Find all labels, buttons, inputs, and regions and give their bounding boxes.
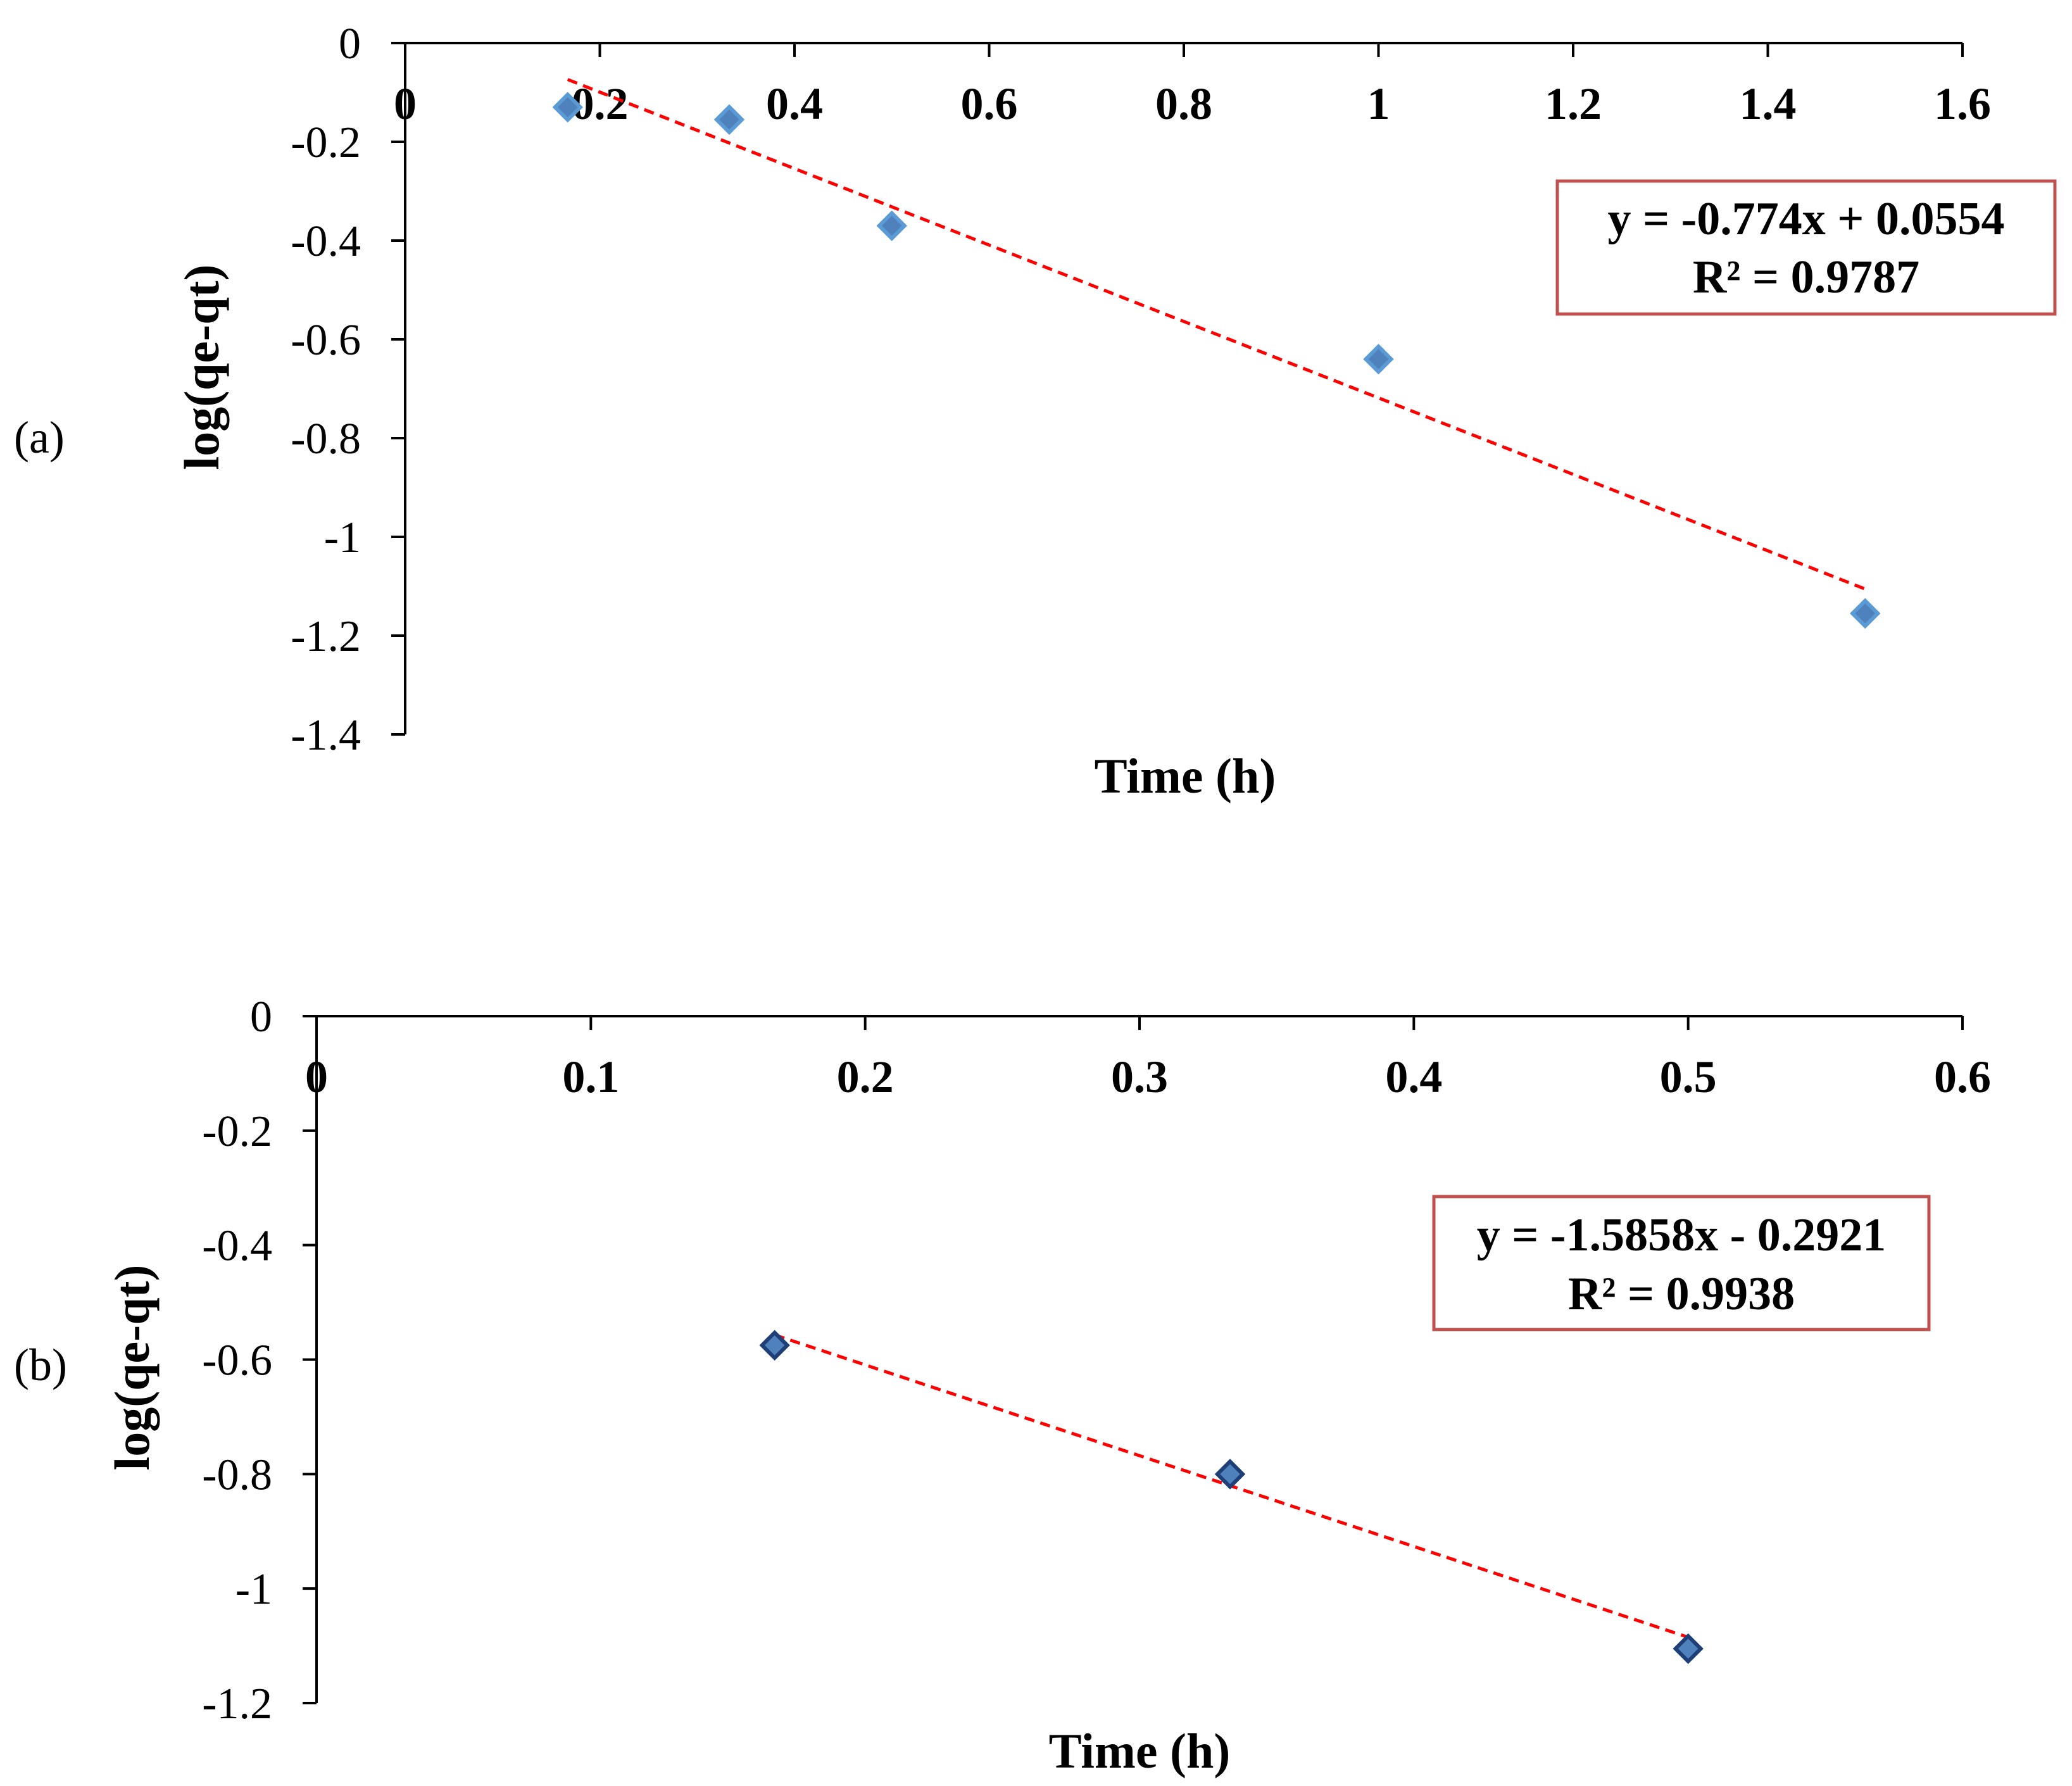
x-tick-label-a: 0.4	[766, 79, 823, 129]
y-tick-label-b: -0.2	[202, 1107, 272, 1156]
data-point-a	[1850, 598, 1881, 629]
x-tick-label-b: 0.3	[1111, 1052, 1168, 1102]
x-axis-title-b: Time (h)	[1049, 1723, 1231, 1778]
equation-box-frame-b	[1432, 1195, 1931, 1331]
x-axis-title-a: Time (h)	[1095, 748, 1276, 803]
x-tick-label-a: 0.2	[572, 79, 629, 129]
trendline-a	[567, 78, 1866, 591]
x-tick-label-a: 1	[1367, 79, 1390, 129]
y-tick-label-a: 0	[339, 20, 361, 68]
data-points-a	[552, 92, 1881, 629]
y-ticks-b: 0 -0.2 -0.4 -0.6 -0.8 -1 -1.2	[202, 993, 317, 1728]
y-tick-label-b: -0.6	[202, 1336, 272, 1385]
chart-a: (a) log(qe-qt) Time (h) 0 0.2 0.4 0.6 0.8 1 1.…	[14, 20, 2057, 803]
x-tick-label-b: 0.5	[1660, 1052, 1717, 1102]
y-tick-label-b: -1	[235, 1565, 272, 1614]
y-tick-label-b: -0.8	[202, 1450, 272, 1499]
x-tick-label-b: 0.2	[837, 1052, 894, 1102]
x-tick-label-b: 0.6	[1934, 1052, 1991, 1102]
data-point-a	[552, 92, 584, 123]
chart-b: (b) log(qe-qt) Time (h) 0 0.1 0.2 0.3 0.4 0.5…	[14, 993, 1991, 1778]
y-axis-title-a: log(qe-qt)	[174, 265, 229, 470]
y-tick-label-b: -0.4	[202, 1222, 272, 1271]
data-point-b	[1673, 1633, 1704, 1664]
x-tick-label-a: 1.2	[1545, 79, 1602, 129]
y-tick-label-a: -1.4	[291, 711, 361, 760]
y-tick-label-a: -0.8	[291, 415, 361, 463]
y-tick-label-a: -0.6	[291, 316, 361, 365]
x-tick-label-a: 1.6	[1934, 79, 1991, 129]
y-tick-label-a: -1	[324, 513, 361, 562]
y-tick-label-b: -1.2	[202, 1680, 272, 1728]
x-tick-label-a: 1.4	[1740, 79, 1797, 129]
x-tick-label-b: 0.4	[1385, 1052, 1442, 1102]
data-point-a	[1363, 343, 1394, 375]
equation-box-frame-a	[1555, 179, 2057, 316]
y-tick-label-a: -1.2	[291, 612, 361, 661]
data-point-a	[713, 104, 745, 135]
data-point-a	[876, 210, 907, 241]
panel-label-a: (a)	[14, 412, 65, 463]
equation-box-a: y = -0.774x + 0.0554 R² = 0.9787	[1555, 179, 2057, 316]
data-point-b	[759, 1330, 790, 1361]
data-points-b	[759, 1330, 1704, 1664]
x-tick-label-a: 0.6	[961, 79, 1018, 129]
x-ticks-b: 0 0.1 0.2 0.3 0.4 0.5 0.6	[305, 1016, 1991, 1102]
equation-text-a: y = -0.774x + 0.0554	[1608, 193, 2005, 245]
y-tick-label-b: 0	[250, 993, 272, 1041]
equation-text-b: y = -1.5858x - 0.2921	[1477, 1209, 1886, 1261]
y-tick-label-a: -0.2	[291, 118, 361, 167]
x-tick-label-a: 0.8	[1155, 79, 1212, 129]
y-tick-label-a: -0.4	[291, 217, 361, 266]
equation-box-b: y = -1.5858x - 0.2921 R² = 0.9938	[1432, 1195, 1931, 1331]
r-squared-text-a: R² = 0.9787	[1693, 251, 1919, 303]
x-ticks-a: 0 0.2 0.4 0.6 0.8 1 1.2 1.4 1.6	[394, 43, 1991, 129]
x-tick-label-b: 0.1	[562, 1052, 619, 1102]
y-axis-title-b: log(qe-qt)	[104, 1265, 160, 1471]
panel-label-b: (b)	[14, 1340, 67, 1390]
y-ticks-a: 0 -0.2 -0.4 -0.6 -0.8 -1 -1.2 -1.4	[291, 20, 405, 760]
data-point-b	[1214, 1459, 1246, 1490]
r-squared-text-b: R² = 0.9938	[1568, 1268, 1795, 1320]
